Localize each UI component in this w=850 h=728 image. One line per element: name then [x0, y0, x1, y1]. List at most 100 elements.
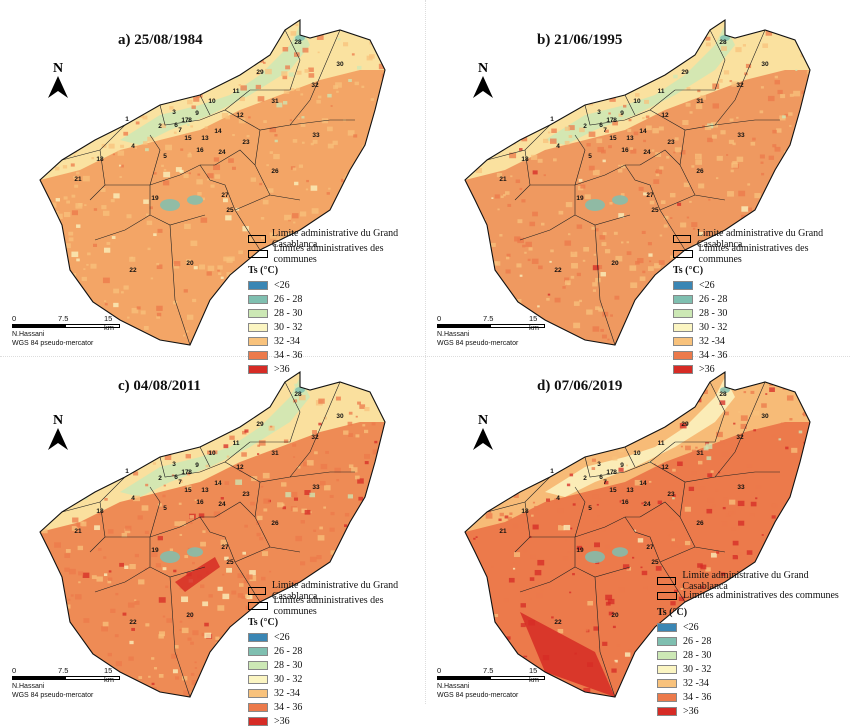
commune-label: 7: [603, 479, 607, 486]
commune-label: 17: [181, 117, 189, 124]
north-arrow-icon: [471, 76, 495, 98]
cool-zone-patch: [160, 551, 180, 563]
legend-class: <26: [657, 620, 850, 634]
commune-label: 2: [158, 123, 162, 130]
legend-ts-title: Ts (°C): [248, 265, 425, 276]
legend-class-label: 30 - 32: [699, 322, 727, 333]
north-label: N: [471, 414, 495, 428]
legend-class-label: 32 -34: [274, 336, 300, 347]
commune-label: 29: [256, 421, 264, 428]
commune-swatch: [657, 592, 677, 600]
commune-label: 29: [681, 69, 689, 76]
commune-label: 5: [163, 153, 167, 160]
commune-label: 9: [195, 462, 199, 469]
legend-swatch: [673, 323, 693, 332]
legend-class: 32 -34: [248, 686, 425, 700]
scale-tick-mid: 7.5: [483, 666, 493, 675]
legend-class: 34 - 36: [248, 700, 425, 714]
commune-label: 13: [626, 135, 634, 142]
legend-class: 26 - 28: [248, 292, 425, 306]
commune-label: 9: [195, 110, 199, 117]
commune-label: 7: [178, 479, 182, 486]
legend-class: 32 -34: [657, 676, 850, 690]
scale-tick-end: 15 km: [529, 666, 545, 684]
scale-tick-mid: 7.5: [58, 314, 68, 323]
commune-label: 32: [311, 82, 319, 89]
commune-label: 18: [96, 156, 104, 163]
legend-swatch: [248, 689, 268, 698]
commune-label: 5: [163, 505, 167, 512]
commune-label: 30: [761, 61, 769, 68]
north-arrow-icon: [46, 428, 70, 450]
credit-projection: WGS 84 pseudo-mercator: [12, 339, 120, 348]
commune-swatch: [248, 602, 268, 610]
legend-commune-boundary: Limites administratives des communes: [248, 247, 425, 262]
commune-label: 15: [609, 487, 617, 494]
commune-label: 8: [188, 117, 192, 124]
commune-label: 25: [651, 207, 659, 214]
scale-tick-end: 15 km: [104, 314, 120, 332]
commune-label: 17: [181, 469, 189, 476]
legend-class: <26: [248, 630, 425, 644]
commune-label: 4: [556, 495, 560, 502]
legend-swatch: [248, 309, 268, 318]
legend-ts-title: Ts (°C): [248, 617, 425, 628]
legend-class-label: <26: [274, 632, 290, 643]
commune-label: 19: [151, 195, 159, 202]
legend-swatch: [657, 623, 677, 632]
cool-zone-patch: [160, 199, 180, 211]
commune-label: 27: [646, 544, 654, 551]
legend-swatch: [248, 323, 268, 332]
commune-label: 12: [236, 464, 244, 471]
legend-class: 30 - 32: [673, 320, 850, 334]
commune-swatch: [248, 250, 268, 258]
commune-label: 14: [639, 480, 647, 487]
cool-zone-patch: [585, 551, 605, 563]
scale-bar-graphic: [437, 324, 545, 328]
legend-class-label: >36: [683, 706, 699, 717]
commune-label: 13: [201, 135, 209, 142]
north-label: N: [46, 62, 70, 76]
commune-label: 22: [554, 619, 562, 626]
commune-label: 32: [736, 434, 744, 441]
commune-label: 1: [125, 116, 129, 123]
commune-label: 21: [74, 528, 82, 535]
commune-label: 23: [242, 491, 250, 498]
legend-swatch: [657, 707, 677, 716]
scale-bar-graphic: [437, 676, 545, 680]
commune-label: 4: [131, 495, 135, 502]
commune-label: 10: [633, 98, 641, 105]
north-arrow-icon: [46, 76, 70, 98]
commune-label: 8: [613, 469, 617, 476]
commune-label: 28: [294, 391, 302, 398]
commune-label: 20: [186, 260, 194, 267]
legend-swatch: [657, 679, 677, 688]
boundary-swatch: [657, 577, 676, 585]
legend-swatch: [657, 637, 677, 646]
commune-label: 12: [661, 112, 669, 119]
north-arrow: N: [46, 62, 70, 103]
legend-class-label: 30 - 32: [274, 674, 302, 685]
legend-ts-title: Ts (°C): [673, 265, 850, 276]
commune-label: 22: [554, 267, 562, 274]
legend-swatch: [673, 295, 693, 304]
commune-label: 33: [312, 484, 320, 491]
commune-label: 10: [208, 450, 216, 457]
legend-class: 30 - 32: [657, 662, 850, 676]
boundary-swatch: [673, 235, 691, 243]
legend-swatch: [657, 693, 677, 702]
commune-label: 16: [196, 499, 204, 506]
commune-label: 28: [719, 39, 727, 46]
commune-label: 15: [184, 135, 192, 142]
cool-zone-patch: [187, 195, 203, 205]
commune-label: 9: [620, 462, 624, 469]
legend-class-label: 28 - 30: [683, 650, 711, 661]
scale-tick-mid: 7.5: [58, 666, 68, 675]
legend-commune-boundary: Limites administratives des communes: [657, 589, 850, 604]
commune-label: 3: [172, 461, 176, 468]
legend-class-label: 28 - 30: [699, 308, 727, 319]
commune-label: 29: [256, 69, 264, 76]
